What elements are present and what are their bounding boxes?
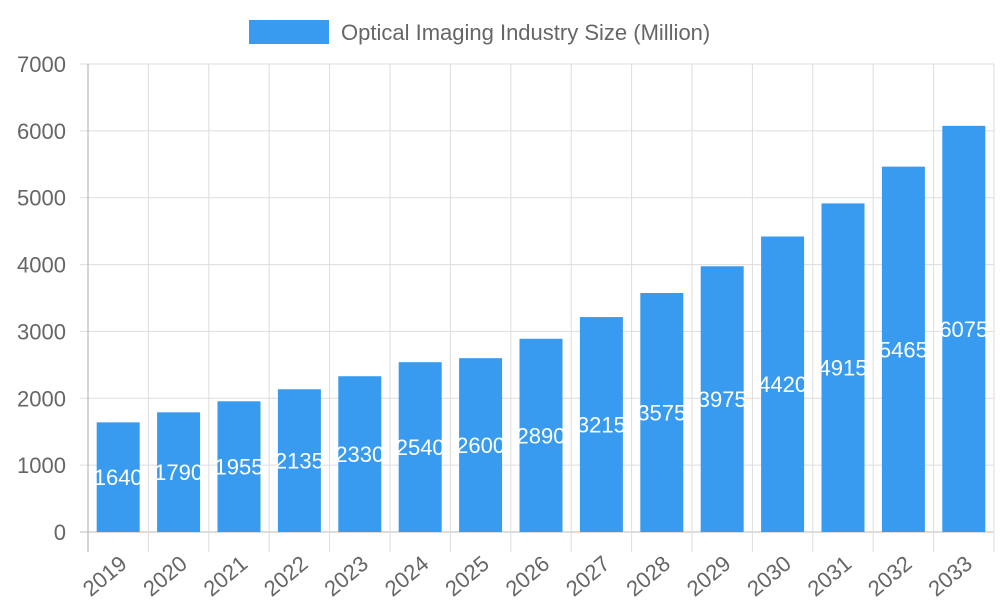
bar: [700, 266, 744, 532]
data-labels: 1640 1790 1955 2135 2330 2540 2600 2890 3215 3575…: [94, 317, 989, 490]
x-tick-label: 2030: [742, 551, 796, 600]
data-label: 2600: [456, 433, 505, 458]
data-label: 2330: [335, 442, 384, 467]
data-label: 2135: [275, 449, 324, 474]
x-tick-label: 2026: [501, 551, 555, 600]
y-tick-label: 2000: [17, 386, 66, 411]
legend[interactable]: Optical Imaging Industry Size (Million): [249, 20, 710, 45]
x-tick-label: 2019: [78, 551, 132, 600]
bar: [277, 389, 321, 532]
x-tick-label: 2022: [259, 551, 313, 600]
data-label: 4420: [758, 372, 807, 397]
x-tick-label: 2025: [440, 551, 494, 600]
y-tick-label: 1000: [17, 453, 66, 478]
x-tick-label: 2023: [319, 551, 373, 600]
bar: [338, 376, 382, 532]
bar: [579, 317, 623, 532]
legend-swatch: [249, 20, 329, 44]
grid: [80, 63, 995, 552]
data-label: 1790: [154, 460, 203, 485]
bar: [217, 401, 261, 532]
x-tick-label: 2031: [803, 551, 857, 600]
bars: [96, 125, 986, 532]
bar: [761, 236, 805, 532]
x-axis: 2019 2020 2021 2022 2023 2024 2025 2026 2027 2028…: [78, 551, 977, 600]
data-label: 3215: [577, 413, 626, 438]
data-label: 4915: [819, 356, 868, 381]
data-label: 2890: [517, 423, 566, 448]
y-tick-label: 4000: [17, 253, 66, 278]
y-tick-label: 5000: [17, 186, 66, 211]
data-label: 3575: [637, 400, 686, 425]
y-tick-label: 7000: [17, 52, 66, 77]
y-tick-label: 0: [54, 520, 66, 545]
bar: [821, 203, 865, 532]
y-axis: 0 1000 2000 3000 4000 5000 6000 7000: [17, 52, 66, 545]
legend-label: Optical Imaging Industry Size (Million): [341, 20, 710, 45]
bar: [459, 358, 503, 532]
data-label: 5465: [879, 337, 928, 362]
bar: [942, 125, 986, 532]
bar: [398, 362, 442, 532]
y-tick-label: 3000: [17, 319, 66, 344]
data-label: 2540: [396, 435, 445, 460]
x-tick-label: 2029: [682, 551, 736, 600]
data-label: 1955: [215, 455, 264, 480]
x-tick-label: 2027: [561, 551, 615, 600]
bar: [157, 412, 201, 532]
data-label: 3975: [698, 387, 747, 412]
x-tick-label: 2021: [199, 551, 253, 600]
x-tick-label: 2032: [863, 551, 917, 600]
bar: [96, 422, 140, 532]
x-tick-label: 2033: [923, 551, 977, 600]
data-label: 6075: [939, 317, 988, 342]
data-label: 1640: [94, 465, 143, 490]
y-tick-label: 6000: [17, 119, 66, 144]
x-tick-label: 2020: [138, 551, 192, 600]
bar: [640, 292, 684, 532]
bar: [519, 338, 563, 532]
x-tick-label: 2024: [380, 551, 434, 600]
bar: [881, 166, 925, 532]
x-tick-label: 2028: [621, 551, 675, 600]
